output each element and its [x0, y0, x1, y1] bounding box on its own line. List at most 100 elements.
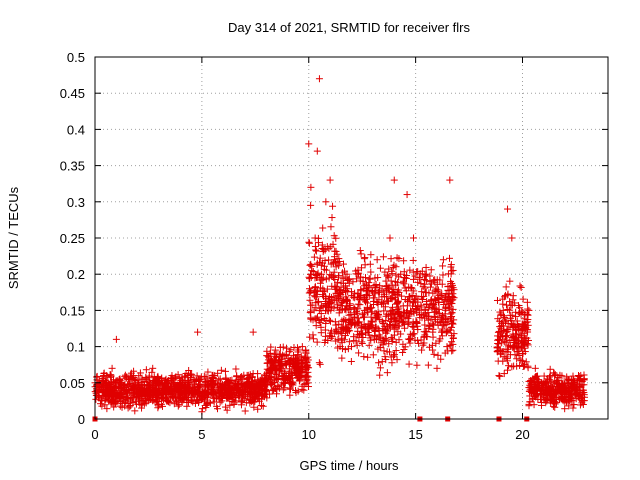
x-tick-label: 0	[91, 427, 98, 442]
data-point	[319, 224, 327, 232]
data-point	[313, 338, 321, 346]
data-point	[341, 346, 349, 354]
data-point	[399, 348, 407, 356]
data-point	[360, 353, 368, 361]
data-point	[298, 343, 306, 351]
data-point	[216, 375, 224, 383]
data-point	[335, 255, 343, 263]
data-point	[392, 324, 400, 332]
data-point	[411, 272, 419, 280]
data-point	[314, 239, 322, 247]
data-point	[496, 372, 504, 380]
data-point	[378, 298, 386, 306]
data-point	[332, 289, 340, 297]
data-point	[358, 338, 366, 346]
data-point	[376, 364, 384, 372]
data-point	[553, 380, 561, 388]
data-point	[224, 379, 232, 387]
data-point	[273, 350, 281, 358]
data-point	[266, 350, 274, 358]
data-point	[193, 383, 201, 391]
data-point	[335, 306, 343, 314]
data-point	[167, 375, 175, 383]
data-point	[95, 393, 103, 401]
data-point	[305, 140, 313, 148]
data-point	[367, 313, 375, 321]
data-point	[326, 176, 334, 184]
data-point	[112, 392, 120, 400]
data-point	[176, 380, 184, 388]
data-point	[310, 288, 318, 296]
data-point	[570, 401, 578, 409]
data-point	[510, 320, 518, 328]
data-point	[255, 378, 263, 386]
data-point	[232, 397, 240, 405]
data-point	[201, 394, 209, 402]
data-point	[108, 397, 116, 405]
data-point	[521, 334, 529, 342]
data-point	[394, 279, 402, 287]
data-point	[551, 372, 559, 380]
data-point	[546, 365, 554, 373]
data-point	[407, 335, 415, 343]
y-tick-label: 0.4	[67, 122, 85, 137]
data-point	[357, 286, 365, 294]
data-point	[390, 176, 398, 184]
data-point	[409, 275, 417, 283]
data-point	[185, 366, 193, 374]
data-point	[338, 269, 346, 277]
data-point	[290, 359, 298, 367]
data-point	[558, 372, 566, 380]
data-point	[386, 321, 394, 329]
data-point	[572, 384, 580, 392]
data-point	[317, 261, 325, 269]
data-point	[305, 239, 313, 247]
data-point	[426, 302, 434, 310]
data-point	[510, 362, 518, 370]
data-point	[304, 353, 312, 361]
data-point	[427, 283, 435, 291]
data-point	[506, 306, 514, 314]
data-point	[530, 401, 538, 409]
data-point	[244, 380, 252, 388]
data-point	[292, 372, 300, 380]
data-point	[155, 379, 163, 387]
data-point	[250, 389, 258, 397]
data-point	[306, 261, 314, 269]
data-point	[366, 322, 374, 330]
data-point	[383, 272, 391, 280]
data-point	[338, 354, 346, 362]
data-point	[348, 343, 355, 351]
data-point	[386, 234, 394, 242]
data-point	[276, 362, 284, 370]
data-point	[506, 298, 514, 306]
data-point	[371, 274, 379, 282]
data-point	[329, 240, 337, 248]
data-point	[262, 372, 270, 380]
data-point	[330, 256, 338, 264]
data-point	[166, 386, 174, 394]
data-point	[345, 327, 353, 335]
data-point	[517, 310, 525, 318]
data-point	[157, 394, 165, 402]
data-point	[322, 332, 330, 340]
data-point	[357, 250, 365, 258]
data-point	[366, 260, 374, 268]
data-point	[399, 277, 407, 285]
data-point	[500, 338, 508, 346]
x-tick-label: 20	[515, 427, 529, 442]
data-point	[302, 369, 310, 377]
data-point	[439, 262, 447, 270]
data-point	[376, 371, 384, 379]
data-points	[91, 75, 588, 416]
data-point	[496, 350, 504, 358]
data-point	[446, 342, 454, 350]
data-point	[557, 393, 565, 401]
data-point	[435, 337, 443, 345]
data-point	[515, 339, 523, 347]
data-point	[162, 393, 170, 401]
data-point	[205, 391, 213, 399]
data-point	[204, 386, 212, 394]
data-point	[194, 328, 202, 336]
data-point	[516, 361, 524, 369]
